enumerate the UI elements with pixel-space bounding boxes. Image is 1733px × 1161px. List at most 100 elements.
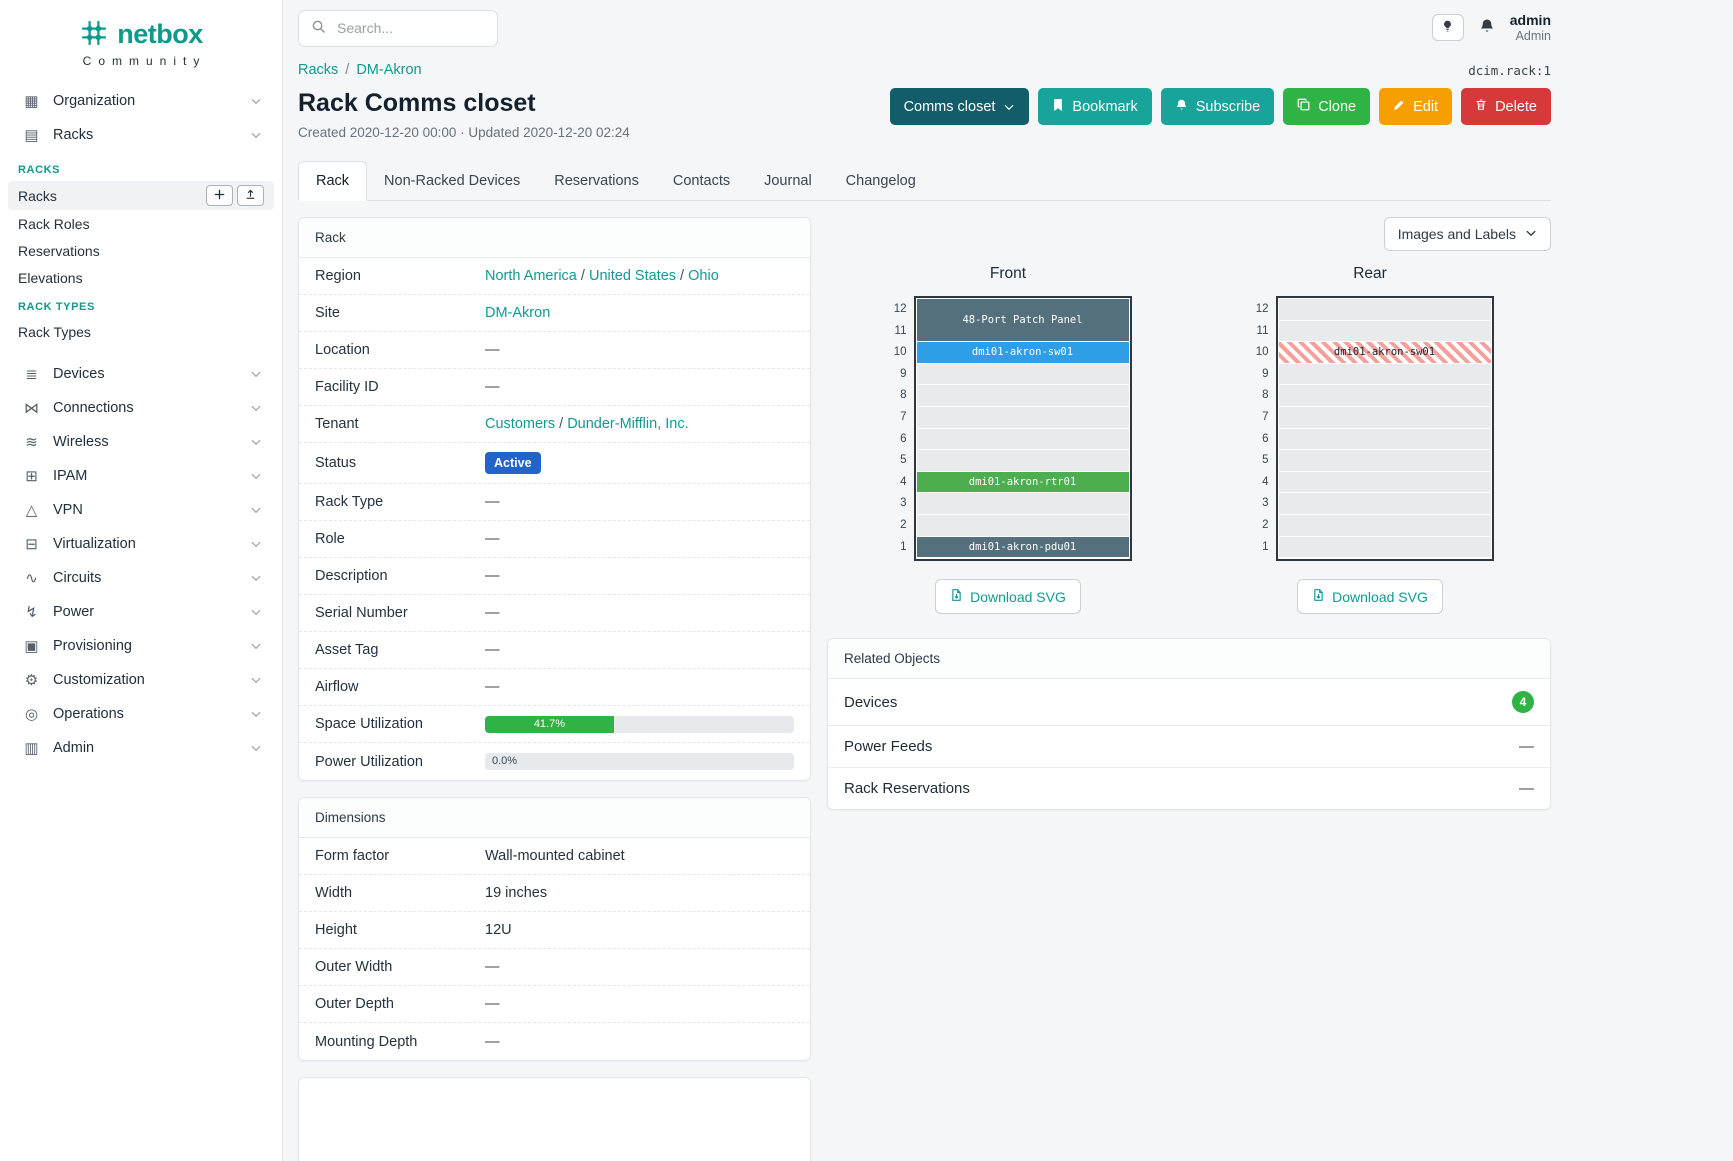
rack-unit-empty[interactable] [916, 428, 1129, 450]
rack-unit-empty[interactable] [916, 514, 1129, 536]
rack-unit-empty[interactable] [1278, 514, 1491, 536]
link-separator: / [676, 268, 689, 284]
link-united-states[interactable]: United States [588, 268, 677, 284]
rack-unit-empty[interactable] [916, 363, 1129, 385]
rack-unit-empty[interactable] [1278, 385, 1491, 406]
link-customers[interactable]: Customers [485, 416, 556, 432]
chevron-down-icon [250, 674, 262, 686]
detail-label: Asset Tag [315, 642, 379, 658]
user-menu[interactable]: admin Admin [1510, 12, 1551, 44]
rack-card-body: Region North America / United States / Oh… [299, 258, 810, 780]
rack-unit-empty[interactable] [1278, 450, 1491, 471]
link-dm-akron[interactable]: DM-Akron [485, 305, 551, 321]
theme-toggle-button[interactable] [1431, 14, 1464, 42]
clone-button[interactable]: Clone [1283, 88, 1371, 125]
rack-unit-empty[interactable] [1278, 493, 1491, 514]
detail-row-facility-id: Facility ID — [299, 369, 810, 406]
sidebar-group-virtualization[interactable]: ⊟ Virtualization [0, 527, 282, 561]
tab-reservations[interactable]: Reservations [537, 161, 656, 201]
detail-value: 12U [485, 922, 512, 938]
delete-button[interactable]: Delete [1461, 88, 1551, 125]
bookmark-button[interactable]: Bookmark [1038, 88, 1152, 125]
sidebar-group-customization[interactable]: ⚙ Customization [0, 663, 282, 697]
sidebar-item-reservations[interactable]: Reservations [8, 237, 274, 264]
right-column: Images and Labels Front 12 11 10 9 8 7 6 5 4 3 2 1 48… [827, 217, 1551, 826]
sidebar-group-connections[interactable]: ⋈ Connections [0, 391, 282, 425]
add-button[interactable] [206, 185, 233, 206]
rack-unit-empty[interactable] [1278, 363, 1491, 385]
sidebar-group-admin[interactable]: ▥ Admin [0, 731, 282, 765]
sidebar-group-devices[interactable]: ≣ Devices [0, 357, 282, 391]
rack-device-48-port-patch-panel[interactable]: 48-Port Patch Panel [916, 299, 1129, 342]
rack-unit-empty[interactable] [1278, 320, 1491, 342]
tab-changelog[interactable]: Changelog [829, 161, 933, 201]
images-labels-select[interactable]: Images and Labels [1383, 217, 1551, 251]
brand[interactable]: netbox Community [0, 12, 282, 84]
link-dunder-mifflin-inc[interactable]: Dunder-Mifflin, Inc. [567, 416, 689, 432]
search-box[interactable] [298, 9, 498, 47]
sidebar-group-provisioning[interactable]: ▣ Provisioning [0, 629, 282, 663]
breadcrumb-link-racks[interactable]: Racks [298, 62, 339, 78]
rack-unit-empty[interactable] [916, 450, 1129, 471]
detail-label: Outer Depth [315, 996, 394, 1012]
related-row-power-feeds[interactable]: Power Feeds — [828, 726, 1550, 769]
front-rack-frame: 48-Port Patch Panel dmi01-akron-sw01 dmi01… [913, 296, 1132, 562]
breadcrumb-link-dm-akron[interactable]: DM-Akron [356, 62, 422, 78]
customization-icon: ⚙ [24, 672, 39, 689]
rack-device-dmi01-akron-rtr01[interactable]: dmi01-akron-rtr01 [916, 471, 1129, 493]
rack-unit-empty[interactable] [1278, 536, 1491, 558]
rear-rack-frame: dmi01-akron-sw01 [1275, 296, 1494, 562]
import-button[interactable] [237, 185, 264, 206]
rack-unit-empty[interactable] [1278, 471, 1491, 493]
tab-journal[interactable]: Journal [747, 161, 829, 201]
comments-card-partial [298, 1077, 811, 1161]
rack-unit-empty[interactable] [1278, 406, 1491, 428]
sidebar-group-power[interactable]: ↯ Power [0, 595, 282, 629]
sidebar-group-label: Wireless [53, 434, 109, 450]
detail-label: Height [315, 922, 357, 938]
bell-icon [1479, 18, 1495, 37]
sidebar-group-circuits[interactable]: ∿ Circuits [0, 561, 282, 595]
rack-unit-empty[interactable] [916, 385, 1129, 406]
images-labels-label: Images and Labels [1397, 226, 1516, 242]
rack-device-dmi01-akron-sw01[interactable]: dmi01-akron-sw01 [1278, 342, 1491, 363]
link-north-america[interactable]: North America [485, 268, 577, 284]
rack-device-dmi01-akron-sw01[interactable]: dmi01-akron-sw01 [916, 342, 1129, 363]
link-ohio[interactable]: Ohio [688, 268, 719, 284]
sidebar-nav: ▦ Organization ▤ Racks RACKS Racks Rack Roles R… [0, 84, 282, 765]
sidebar-group-operations[interactable]: ◎ Operations [0, 697, 282, 731]
building-icon: ▦ [24, 93, 39, 110]
sidebar-group-ipam[interactable]: ⊞ IPAM [0, 459, 282, 493]
status-badge: Active [485, 452, 541, 474]
topbar: admin Admin [283, 0, 1733, 56]
notifications-button[interactable] [1479, 18, 1495, 37]
sidebar-item-racks[interactable]: Racks [8, 181, 274, 210]
rack-unit-empty[interactable] [916, 493, 1129, 514]
related-row-rack-reservations[interactable]: Rack Reservations — [828, 768, 1550, 809]
rack-unit-empty[interactable] [1278, 299, 1491, 320]
rack-unit-empty[interactable] [1278, 428, 1491, 450]
tab-contacts[interactable]: Contacts [656, 161, 747, 201]
tab-rack[interactable]: Rack [298, 161, 368, 201]
sidebar-item-rack-roles[interactable]: Rack Roles [8, 210, 274, 237]
detail-row-outer-width: Outer Width — [299, 949, 810, 986]
sidebar-group-wireless[interactable]: ≋ Wireless [0, 425, 282, 459]
sidebar-group-racks[interactable]: ▤ Racks [0, 118, 282, 152]
tab-non-racked-devices[interactable]: Non-Racked Devices [367, 161, 537, 201]
sidebar-item-rack-types[interactable]: Rack Types [8, 318, 274, 345]
breadcrumb: Racks / DM-Akron [298, 62, 422, 78]
comms-closet-button[interactable]: Comms closet [889, 88, 1030, 125]
rear-download-svg-button[interactable]: Download SVG [1297, 579, 1443, 615]
edit-button[interactable]: Edit [1379, 88, 1453, 125]
search-input[interactable] [335, 19, 485, 37]
sidebar-group-vpn[interactable]: △ VPN [0, 493, 282, 527]
rack-unit-empty[interactable] [916, 406, 1129, 428]
front-download-svg-button[interactable]: Download SVG [935, 579, 1081, 615]
rack-device-dmi01-akron-pdu01[interactable]: dmi01-akron-pdu01 [916, 536, 1129, 558]
sidebar-item-label: Rack Types [18, 323, 91, 340]
sidebar-item-elevations[interactable]: Elevations [8, 264, 274, 291]
sidebar-group-organization[interactable]: ▦ Organization [0, 84, 282, 118]
detail-label: Status [315, 455, 357, 471]
subscribe-button[interactable]: Subscribe [1160, 88, 1275, 125]
related-row-devices[interactable]: Devices 4 [828, 679, 1550, 727]
